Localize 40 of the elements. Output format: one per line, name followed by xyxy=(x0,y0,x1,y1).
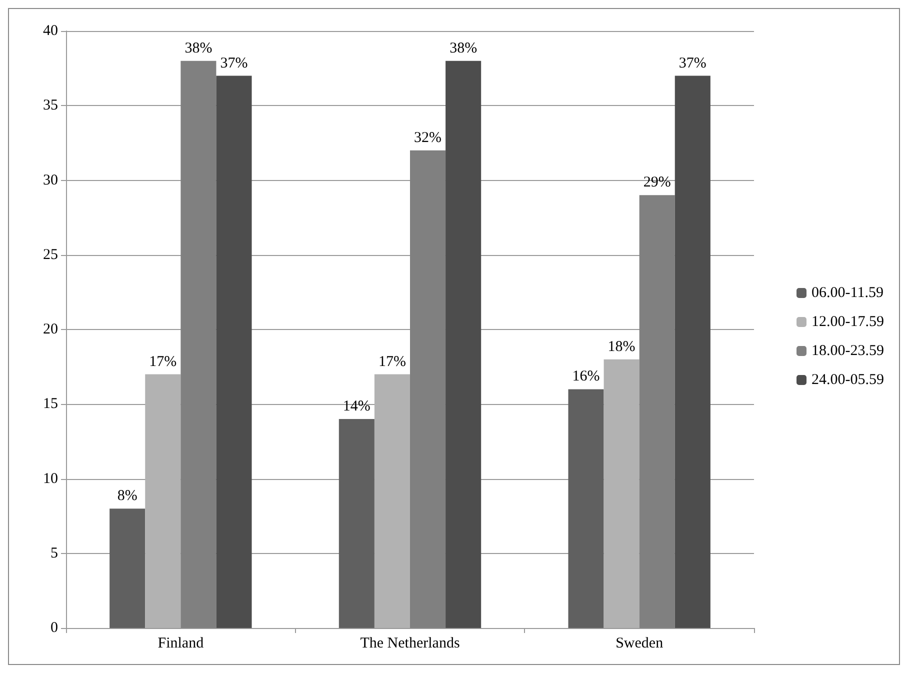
data-label: 17% xyxy=(378,354,406,370)
data-label: 32% xyxy=(414,130,442,146)
bar xyxy=(446,60,482,628)
x-tick-label: Finland xyxy=(158,636,204,652)
bar xyxy=(110,508,146,628)
bar xyxy=(568,389,604,628)
x-tick-label: Sweden xyxy=(616,636,664,652)
y-tick-label: 0 xyxy=(50,620,58,636)
bar xyxy=(639,195,675,628)
y-tick-label: 5 xyxy=(50,545,58,562)
data-label: 17% xyxy=(149,354,177,370)
data-label: 16% xyxy=(572,368,600,385)
data-label: 37% xyxy=(220,55,248,72)
y-tick-label: 10 xyxy=(43,470,58,487)
data-label: 8% xyxy=(117,488,138,504)
legend-label: 06.00-11.59 xyxy=(812,285,884,301)
y-tick-label: 40 xyxy=(43,23,58,39)
y-tick-label: 30 xyxy=(43,172,58,188)
data-label: 14% xyxy=(342,398,370,415)
bar xyxy=(374,374,410,628)
data-label: 38% xyxy=(450,40,478,56)
y-tick-label: 35 xyxy=(43,98,58,114)
bar xyxy=(216,76,252,628)
bar xyxy=(338,419,374,628)
data-label: 37% xyxy=(678,55,706,72)
bar xyxy=(145,374,181,628)
legend-label: 24.00-05.59 xyxy=(812,372,884,388)
y-tick-label: 25 xyxy=(43,246,58,263)
legend-label: 18.00-23.59 xyxy=(812,343,884,359)
data-label: 38% xyxy=(184,40,212,56)
data-label: 18% xyxy=(608,338,636,355)
x-tick-label: The Netherlands xyxy=(360,636,460,652)
bar xyxy=(410,150,446,628)
y-tick-label: 15 xyxy=(43,396,58,412)
legend-label: 12.00-17.59 xyxy=(812,314,884,330)
bar xyxy=(674,76,710,628)
data-label: 29% xyxy=(643,174,671,191)
y-tick-label: 20 xyxy=(43,322,58,338)
bar xyxy=(604,359,640,628)
bar xyxy=(180,60,216,628)
